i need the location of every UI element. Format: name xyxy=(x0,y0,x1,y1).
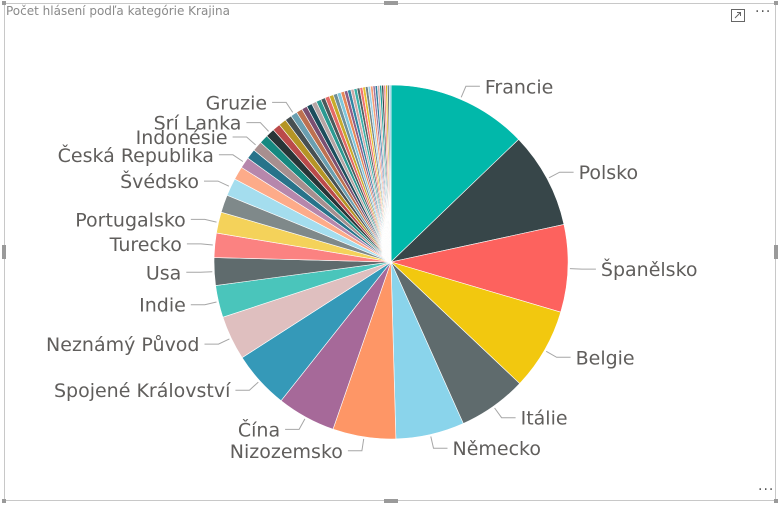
leader-line-usa xyxy=(186,271,213,273)
slice-label-indie: Indie xyxy=(139,295,186,317)
resize-handle-left[interactable] xyxy=(2,245,6,259)
resize-handle-bottom-right[interactable] xyxy=(774,499,778,503)
leader-line-indie xyxy=(190,301,217,306)
slice-label-nizozemsko: Nizozemsko xyxy=(230,441,343,463)
leader-line-polsko xyxy=(548,171,574,179)
slice-label-cina: Čína xyxy=(238,417,280,441)
slice-label-nemecko: Německo xyxy=(453,438,542,460)
leader-line-sri-lanka xyxy=(246,122,269,132)
leader-line-belgie xyxy=(545,350,571,358)
pie-slice-francie[interactable] xyxy=(390,84,520,263)
leader-line-portugalsko xyxy=(190,218,217,223)
leader-line-nemecko xyxy=(430,436,448,449)
more-options-icon-bottom[interactable]: ··· xyxy=(758,482,775,498)
pie-slice-polsko[interactable] xyxy=(390,138,565,263)
pie-slice-other-55[interactable] xyxy=(388,84,392,263)
leader-line-turecko xyxy=(186,243,213,246)
focus-mode-icon[interactable] xyxy=(731,9,745,22)
slice-label-polsko: Polsko xyxy=(579,162,639,184)
slice-label-neznamy-puvod: Neznámý Původ xyxy=(46,334,199,356)
visual-title: Počet hlásení podľa kategórie Krajina xyxy=(6,4,230,18)
slice-label-indonesie: Indonésie xyxy=(136,127,228,149)
resize-handle-bottom-left[interactable] xyxy=(2,499,6,503)
pie-slices xyxy=(213,84,569,440)
leader-line-cina xyxy=(285,418,306,430)
leader-line-ceska-republika xyxy=(218,154,244,162)
more-options-icon[interactable]: ··· xyxy=(755,4,772,20)
slice-label-usa: Usa xyxy=(146,262,181,284)
slice-label-turecko: Turecko xyxy=(109,234,182,256)
slice-label-belgie: Belgie xyxy=(576,347,635,369)
slice-label-portugalsko: Portugalsko xyxy=(75,209,186,231)
leader-line-gruzie xyxy=(272,101,294,113)
slice-label-spanelsko: Španělsko xyxy=(601,257,698,281)
resize-handle-bottom[interactable] xyxy=(384,499,398,503)
slice-label-spojene-kralovstvi: Spojené Království xyxy=(54,380,231,402)
leader-line-nizozemsko xyxy=(347,438,365,452)
slice-label-francie: Francie xyxy=(485,76,553,98)
leader-line-svedsko xyxy=(204,180,230,187)
slice-label-gruzie: Gruzie xyxy=(206,92,268,114)
leader-line-francie xyxy=(460,85,480,98)
leader-line-indonesie xyxy=(232,136,256,146)
resize-handle-top-left[interactable] xyxy=(2,1,6,5)
slice-label-italie: Itálie xyxy=(521,408,568,430)
leader-line-neznamy-puvod xyxy=(204,338,230,345)
slice-labels: Francie Polsko Španělsko Belgie Itálie Německ… xyxy=(46,76,698,463)
slice-label-ceska-republika: Česká Republika xyxy=(58,143,214,167)
resize-handle-top[interactable] xyxy=(384,1,398,5)
leader-line-italie xyxy=(494,407,516,419)
resize-handle-right[interactable] xyxy=(774,245,778,259)
slice-label-sri-lanka: Srí Lanka xyxy=(154,113,242,135)
leader-lines xyxy=(186,85,596,452)
slice-label-svedsko: Švédsko xyxy=(120,169,199,193)
leader-line-spanelsko xyxy=(569,268,596,270)
leader-line-spojene-kralovstvi xyxy=(235,381,259,391)
resize-handle-top-right[interactable] xyxy=(774,1,778,5)
